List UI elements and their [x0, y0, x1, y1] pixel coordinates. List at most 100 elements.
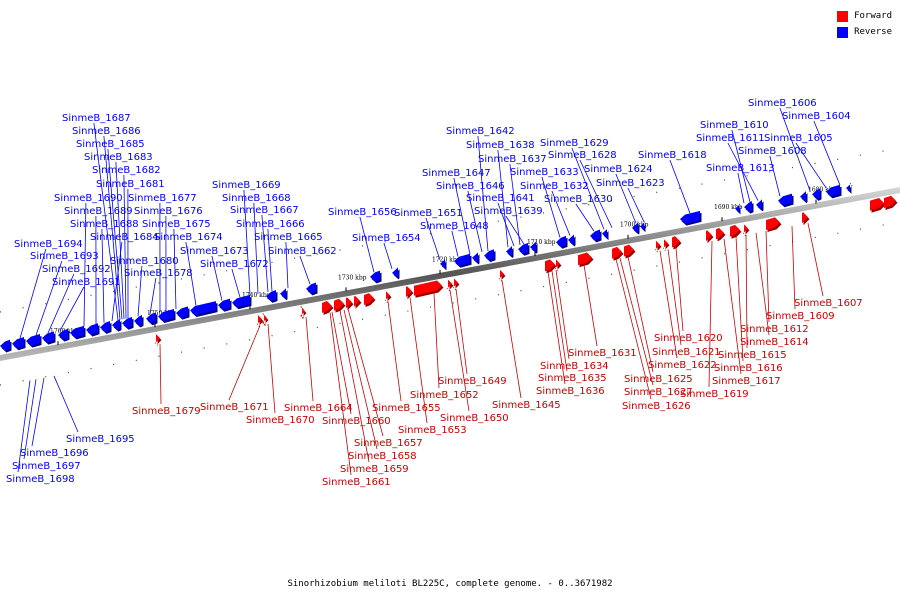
forward-gene-arrow[interactable]	[364, 293, 376, 307]
forward-gene-arrow[interactable]	[743, 223, 750, 236]
gene-label[interactable]: SinmeB_1623	[596, 178, 665, 189]
reverse-gene-arrow[interactable]	[602, 228, 609, 240]
gene-label[interactable]: SinmeB_1633	[510, 167, 579, 178]
reverse-gene-arrow[interactable]	[112, 319, 122, 331]
gene-label[interactable]: SinmeB_1675	[142, 219, 211, 230]
forward-gene-arrow[interactable]	[262, 313, 269, 326]
gene-label[interactable]: SinmeB_1655	[372, 403, 441, 414]
gene-label[interactable]: SinmeB_1662	[268, 246, 337, 257]
gene-label[interactable]: SinmeB_1667	[230, 205, 299, 216]
gene-label[interactable]: SinmeB_1620	[654, 333, 723, 344]
gene-label[interactable]: SinmeB_1613	[706, 163, 775, 174]
reverse-gene-arrow[interactable]	[12, 337, 26, 350]
gene-label[interactable]: SinmeB_1679	[132, 406, 201, 417]
forward-gene-arrow[interactable]	[870, 198, 886, 213]
forward-gene-arrow[interactable]	[624, 245, 636, 259]
reverse-gene-arrow[interactable]	[846, 183, 853, 195]
forward-gene-arrow[interactable]	[257, 314, 264, 327]
gene-label[interactable]: SinmeB_1659	[340, 464, 409, 475]
gene-label[interactable]: SinmeB_1609	[766, 311, 835, 322]
reverse-gene-arrow[interactable]	[778, 194, 794, 208]
gene-label[interactable]: SinmeB_1650	[440, 413, 509, 424]
gene-label[interactable]: SinmeB_1654	[352, 233, 421, 244]
gene-label[interactable]: SinmeB_1639	[474, 206, 543, 217]
reverse-gene-arrow[interactable]	[370, 271, 382, 284]
gene-label[interactable]: SinmeB_1607	[794, 298, 863, 309]
forward-gene-arrow[interactable]	[346, 297, 354, 310]
gene-label[interactable]: SinmeB_1686	[72, 126, 141, 137]
reverse-gene-arrow[interactable]	[472, 252, 480, 264]
gene-label[interactable]: SinmeB_1687	[62, 113, 131, 124]
gene-label[interactable]: SinmeB_1641	[466, 193, 535, 204]
gene-label[interactable]: SinmeB_1658	[348, 451, 417, 462]
gene-label[interactable]: SinmeB_1648	[420, 221, 489, 232]
gene-label[interactable]: SinmeB_1617	[712, 376, 781, 387]
forward-gene-arrow[interactable]	[578, 252, 594, 267]
gene-label[interactable]: SinmeB_1691	[52, 277, 121, 288]
reverse-gene-arrow[interactable]	[506, 246, 514, 258]
gene-label[interactable]: SinmeB_1635	[538, 373, 607, 384]
forward-gene-arrow[interactable]	[447, 279, 454, 292]
gene-label[interactable]: SinmeB_1622	[648, 360, 717, 371]
gene-label[interactable]: SinmeB_1664	[284, 403, 353, 414]
gene-label[interactable]: SinmeB_1692	[42, 264, 111, 275]
reverse-gene-arrow[interactable]	[190, 301, 218, 317]
forward-gene-arrow[interactable]	[414, 280, 444, 297]
gene-label[interactable]: SinmeB_1627	[624, 387, 693, 398]
gene-label[interactable]: SinmeB_1621	[652, 347, 721, 358]
reverse-gene-arrow[interactable]	[484, 249, 496, 262]
forward-gene-arrow[interactable]	[766, 217, 782, 232]
gene-label[interactable]: SinmeB_1646	[436, 181, 505, 192]
gene-label[interactable]: SinmeB_1636	[536, 386, 605, 397]
gene-label[interactable]: SinmeB_1660	[322, 416, 391, 427]
gene-label[interactable]: SinmeB_1637	[478, 154, 547, 165]
gene-label[interactable]: SinmeB_1612	[740, 324, 809, 335]
gene-label[interactable]: SinmeB_1625	[624, 374, 693, 385]
forward-gene-arrow[interactable]	[655, 240, 662, 253]
reverse-gene-arrow[interactable]	[100, 321, 112, 334]
gene-label[interactable]: SinmeB_1697	[12, 461, 81, 472]
gene-label[interactable]: SinmeB_1678	[124, 268, 193, 279]
gene-label[interactable]: SinmeB_1661	[322, 477, 391, 488]
gene-label[interactable]: SinmeB_1673	[180, 246, 249, 257]
gene-label[interactable]: SinmeB_1610	[700, 120, 769, 131]
gene-label[interactable]: SinmeB_1690	[54, 193, 123, 204]
gene-label[interactable]: SinmeB_1665	[254, 232, 323, 243]
gene-label[interactable]: SinmeB_1618	[638, 150, 707, 161]
gene-label[interactable]: SinmeB_1676	[134, 206, 203, 217]
forward-gene-arrow[interactable]	[406, 286, 414, 299]
reverse-gene-arrow[interactable]	[86, 323, 100, 336]
gene-label[interactable]: SinmeB_1680	[110, 256, 179, 267]
gene-label[interactable]: SinmeB_1684	[90, 232, 159, 243]
reverse-gene-arrow[interactable]	[756, 199, 764, 211]
reverse-gene-arrow[interactable]	[232, 295, 252, 309]
gene-label[interactable]: SinmeB_1628	[548, 150, 617, 161]
forward-gene-arrow[interactable]	[884, 196, 898, 210]
gene-label[interactable]: SinmeB_1666	[236, 219, 305, 230]
gene-label[interactable]: SinmeB_1632	[520, 181, 589, 192]
gene-label[interactable]: SinmeB_1624	[584, 164, 653, 175]
reverse-gene-arrow[interactable]	[556, 236, 568, 249]
gene-label[interactable]: SinmeB_1698	[6, 474, 75, 485]
gene-label[interactable]: SinmeB_1689	[64, 206, 133, 217]
gene-label[interactable]: SinmeB_1688	[70, 219, 139, 230]
gene-label[interactable]: SinmeB_1657	[354, 438, 423, 449]
gene-label[interactable]: SinmeB_1638	[466, 140, 535, 151]
gene-label[interactable]: SinmeB_1614	[740, 337, 809, 348]
gene-label[interactable]: SinmeB_1649	[438, 376, 507, 387]
gene-label[interactable]: SinmeB_1631	[568, 348, 637, 359]
gene-label[interactable]: SinmeB_1694	[14, 239, 83, 250]
reverse-gene-arrow[interactable]	[306, 283, 318, 296]
gene-label[interactable]: SinmeB_1645	[492, 400, 561, 411]
gene-label[interactable]: SinmeB_1615	[718, 350, 787, 361]
gene-label[interactable]: SinmeB_1630	[544, 194, 613, 205]
gene-label[interactable]: SinmeB_1668	[222, 193, 291, 204]
gene-label[interactable]: SinmeB_1677	[128, 193, 197, 204]
forward-gene-arrow[interactable]	[334, 299, 346, 313]
forward-gene-arrow[interactable]	[354, 296, 362, 309]
gene-label[interactable]: SinmeB_1616	[714, 363, 783, 374]
gene-label[interactable]: SinmeB_1604	[782, 111, 851, 122]
gene-label[interactable]: SinmeB_1611	[696, 133, 765, 144]
gene-label[interactable]: SinmeB_1681	[96, 179, 165, 190]
